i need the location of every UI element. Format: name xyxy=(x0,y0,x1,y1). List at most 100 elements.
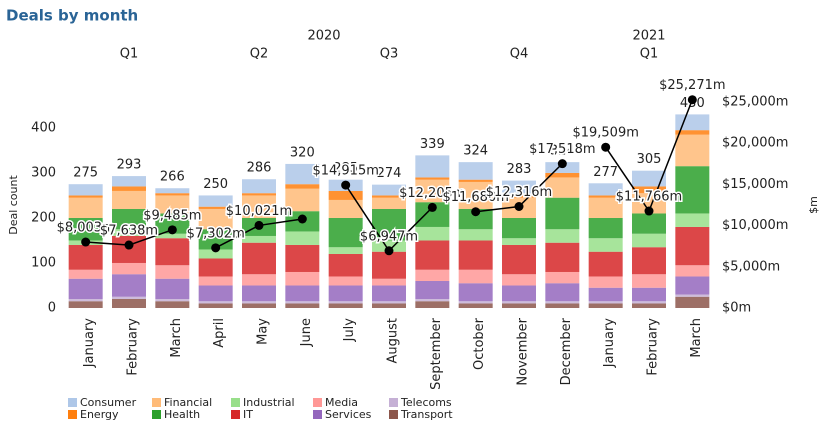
bar-segment xyxy=(545,242,580,272)
line-value-label: $6,947m xyxy=(360,229,418,244)
line-value-label: $14,915m xyxy=(312,164,378,179)
bar-segment xyxy=(198,258,233,277)
line-point xyxy=(81,237,91,247)
bar-segment xyxy=(372,208,406,241)
bar-segment xyxy=(285,244,320,272)
bar-segment xyxy=(458,208,493,230)
bar-segment xyxy=(328,217,363,248)
bar-segment xyxy=(588,303,623,308)
bar-segment xyxy=(372,278,406,286)
bar-segment xyxy=(328,301,363,304)
legend-swatch xyxy=(68,398,77,407)
bar-segment xyxy=(588,287,623,302)
y-tick-label: 200 xyxy=(31,210,56,225)
bar-segment xyxy=(112,229,146,236)
bar-segment xyxy=(502,217,536,239)
bar-segment xyxy=(502,180,536,196)
bar-segment xyxy=(155,301,190,308)
quarter-label: Q2 xyxy=(250,47,269,62)
x-tick-label: February xyxy=(126,318,141,376)
legend-label: Consumer xyxy=(80,396,137,409)
bar-segment xyxy=(458,269,493,284)
x-tick-label: April xyxy=(212,318,227,348)
y2-tick-label: $20,000m xyxy=(722,136,788,151)
legend-swatch xyxy=(68,410,77,419)
line-value-label: $17,518m xyxy=(529,142,595,157)
bar-segment xyxy=(588,217,623,239)
x-tick-label: December xyxy=(559,317,574,385)
bar-segment xyxy=(545,229,580,243)
bar-segment xyxy=(198,249,233,259)
bar-segment xyxy=(415,177,450,180)
bar-segment xyxy=(242,285,276,302)
bar-segment xyxy=(68,278,103,299)
legend-label: Industrial xyxy=(243,396,295,409)
bar-segment xyxy=(198,276,233,286)
line-point xyxy=(384,246,394,256)
chart-title: Deals by month xyxy=(6,7,138,25)
bar-segment xyxy=(68,269,103,279)
bar-segment xyxy=(155,213,190,234)
bar-segment xyxy=(155,278,190,299)
bar-segment xyxy=(198,229,233,250)
bar-segment xyxy=(415,179,450,203)
bar-segment xyxy=(675,166,710,214)
line-value-label: $12,316m xyxy=(486,185,552,200)
bar-segment xyxy=(328,285,363,302)
total-label: 274 xyxy=(377,166,402,181)
bar-segment xyxy=(68,217,103,241)
total-label: 275 xyxy=(73,166,98,181)
line-value-label: $7,302m xyxy=(187,226,245,241)
bar-segment xyxy=(545,283,580,302)
bar-segment xyxy=(632,170,666,187)
total-label: 339 xyxy=(420,137,445,152)
bar-segment xyxy=(415,240,450,270)
bar-segment xyxy=(155,233,190,239)
y2-tick-label: $25,000m xyxy=(722,94,788,109)
legend-swatch xyxy=(152,410,161,419)
bar-segment xyxy=(588,195,623,198)
legend-swatch xyxy=(152,398,161,407)
x-tick-label: January xyxy=(602,318,617,369)
bar-segment xyxy=(242,274,276,286)
bar-segment xyxy=(675,276,710,295)
bar-segment xyxy=(198,195,233,207)
bar-segment xyxy=(68,298,103,302)
bar-segment xyxy=(632,213,666,234)
x-tick-label: March xyxy=(169,318,184,358)
bar-segment xyxy=(588,276,623,288)
line-point xyxy=(167,225,177,235)
bar-segment xyxy=(68,195,103,198)
bar-segment xyxy=(632,303,666,308)
bar-segment xyxy=(458,179,493,182)
bar-segment xyxy=(155,238,190,266)
year-label: 2020 xyxy=(307,29,340,44)
y2-axis-title: $m xyxy=(807,196,820,214)
bar-segment xyxy=(632,247,666,275)
total-label: 277 xyxy=(593,165,618,180)
bar-segment xyxy=(502,303,536,308)
bar-segment xyxy=(112,298,146,308)
bar-segment xyxy=(675,213,710,227)
bar-segment xyxy=(675,294,710,297)
y-tick-label: 300 xyxy=(31,165,56,180)
bar-segment xyxy=(458,283,493,302)
y-tick-label: 400 xyxy=(31,120,56,135)
legend-swatch xyxy=(231,398,240,407)
line-value-label: $11,680m xyxy=(442,190,508,205)
bar-segment xyxy=(502,195,536,198)
y2-tick-label: $5,000m xyxy=(722,259,780,274)
bar-segment xyxy=(545,303,580,308)
bar-segment xyxy=(675,265,710,277)
bar-segment xyxy=(588,183,623,196)
total-label: 266 xyxy=(160,170,185,185)
legend-swatch xyxy=(231,410,240,419)
bar-segment xyxy=(155,195,190,214)
bar-segment xyxy=(112,274,146,297)
bar-segment xyxy=(458,181,493,209)
legend-swatch xyxy=(313,410,322,419)
bar-segment xyxy=(328,303,363,308)
bar-segment xyxy=(372,303,406,308)
bar-segment xyxy=(242,195,276,218)
